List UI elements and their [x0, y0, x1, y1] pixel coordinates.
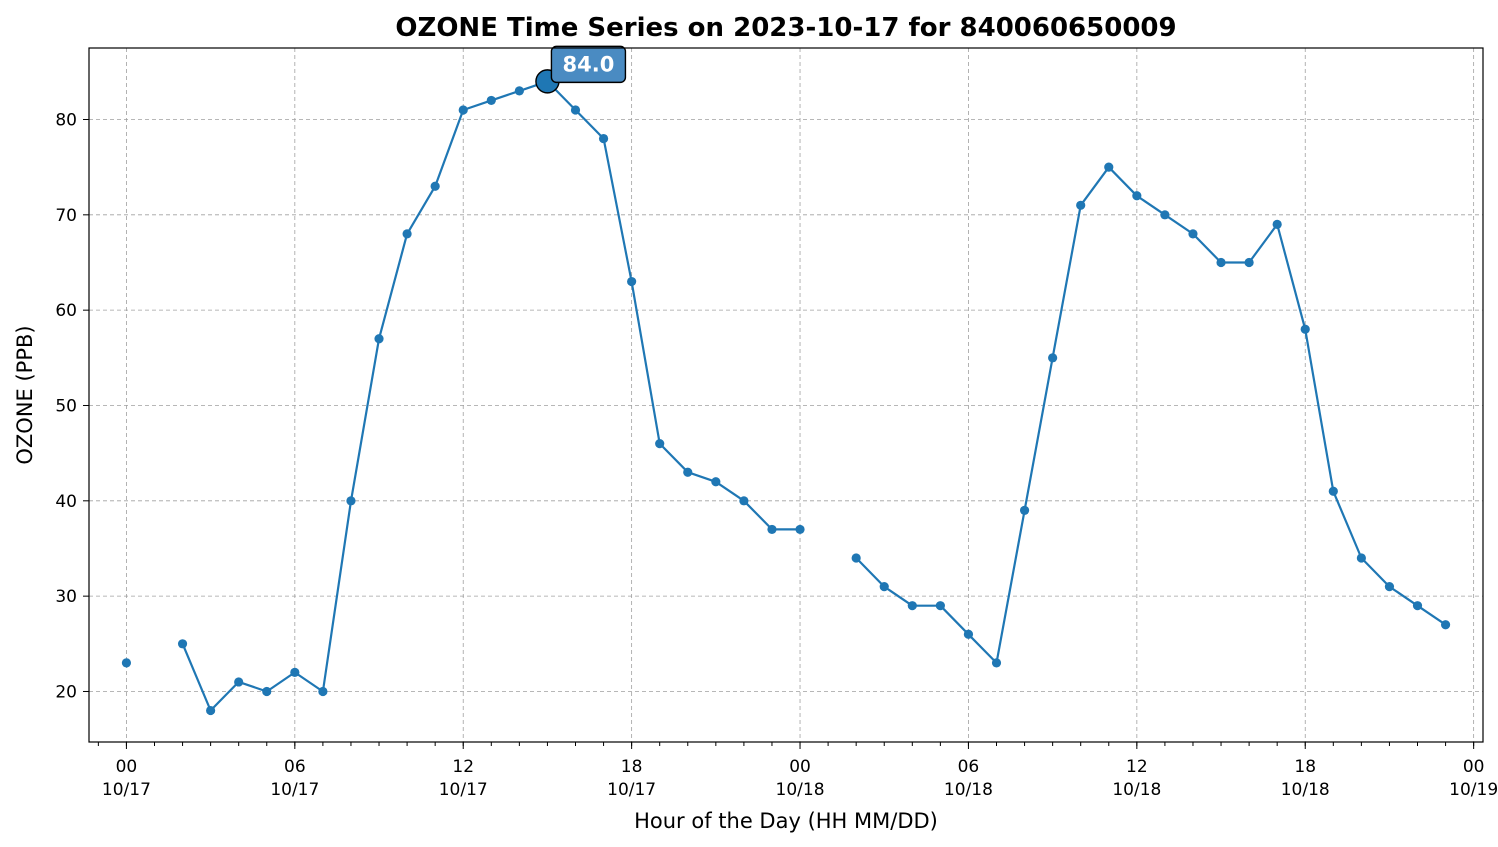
x-tick-label-date: 10/18 — [1112, 780, 1161, 800]
data-point — [486, 95, 496, 106]
x-tick-label-hour: 12 — [452, 757, 474, 777]
data-point — [570, 105, 581, 115]
data-point — [683, 467, 693, 477]
peak-value-badge — [550, 45, 627, 84]
x-tick-label-date: 10/18 — [944, 780, 993, 800]
data-point — [1384, 582, 1395, 592]
data-point — [262, 686, 272, 697]
data-point — [374, 334, 384, 344]
x-tick-label-hour: 12 — [1126, 757, 1148, 777]
data-point — [767, 524, 777, 535]
x-tick-label-date: 10/18 — [1281, 780, 1330, 800]
x-tick-label-hour: 06 — [284, 757, 306, 777]
x-tick-label-date: 10/17 — [439, 780, 488, 800]
data-point — [206, 705, 216, 716]
data-point — [1440, 620, 1451, 630]
data-point — [458, 105, 468, 115]
data-point — [1216, 257, 1226, 268]
data-point — [318, 686, 328, 697]
y-tick-label: 70 — [55, 206, 77, 226]
y-tick-label: 30 — [55, 587, 77, 607]
data-point — [1048, 353, 1058, 363]
data-point — [1104, 162, 1114, 172]
data-point — [290, 667, 300, 678]
x-tick-label-date: 10/17 — [102, 780, 151, 800]
data-point — [234, 677, 244, 687]
data-point — [739, 496, 749, 506]
x-tick-label-date: 10/19 — [1449, 780, 1498, 800]
data-point — [1300, 324, 1310, 334]
data-point — [1160, 210, 1170, 220]
data-point — [991, 658, 1002, 668]
data-point — [795, 524, 805, 535]
data-point — [627, 276, 637, 287]
data-point — [711, 477, 721, 487]
data-point — [655, 439, 665, 449]
chart-title: OZONE Time Series on 2023-10-17 for 8400… — [395, 13, 1176, 43]
series-line — [855, 166, 1447, 664]
data-point — [598, 133, 609, 144]
data-point — [1132, 191, 1142, 201]
x-tick-label-hour: 18 — [621, 757, 643, 777]
y-axis-label: OZONE (PPB) — [13, 325, 37, 464]
x-tick-label-date: 10/17 — [607, 780, 656, 800]
data-point — [1356, 553, 1366, 563]
data-point — [1328, 486, 1338, 496]
peak-value-label: 84.0 — [563, 52, 615, 76]
data-point — [879, 582, 889, 592]
y-tick-label: 40 — [55, 492, 77, 512]
data-point — [514, 86, 524, 96]
grid-lines — [89, 48, 1483, 742]
y-tick-label: 80 — [55, 110, 77, 130]
plot-frame — [88, 47, 1484, 743]
x-tick-label-date: 10/18 — [776, 780, 825, 800]
data-point — [935, 601, 945, 611]
x-tick-label-date: 10/17 — [270, 780, 319, 800]
data-point — [1076, 200, 1086, 210]
data-point — [1272, 219, 1282, 229]
x-tick-label-hour: 18 — [1294, 757, 1316, 777]
x-axis-label: Hour of the Day (HH MM/DD) — [634, 809, 938, 833]
y-tick-label: 60 — [55, 301, 77, 321]
data-point — [1244, 257, 1254, 268]
data-point — [1188, 229, 1198, 239]
x-tick-label-hour: 06 — [958, 757, 980, 777]
data-point — [963, 629, 974, 639]
annotation-layer: 84.0 — [535, 45, 627, 94]
data-point — [121, 658, 132, 668]
series-layer — [121, 76, 1451, 716]
data-point — [1019, 505, 1030, 515]
x-tick-label-hour: 00 — [116, 757, 138, 777]
data-point — [346, 496, 356, 506]
data-point — [430, 181, 440, 191]
data-point — [402, 229, 412, 239]
axes: 20 30 40 50 60 70 80 00 10/17 06 10/17 12 10/17 18 10/… — [55, 110, 1498, 800]
y-tick-label: 50 — [55, 396, 77, 416]
data-point — [177, 639, 188, 649]
data-point — [907, 601, 917, 611]
data-point — [1412, 601, 1423, 611]
y-tick-label: 20 — [55, 682, 77, 702]
data-point — [851, 553, 861, 563]
x-tick-label-hour: 00 — [1463, 757, 1485, 777]
x-tick-label-hour: 00 — [789, 757, 811, 777]
